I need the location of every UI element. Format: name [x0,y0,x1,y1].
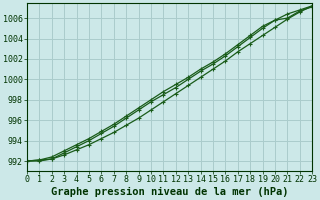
X-axis label: Graphe pression niveau de la mer (hPa): Graphe pression niveau de la mer (hPa) [51,187,288,197]
